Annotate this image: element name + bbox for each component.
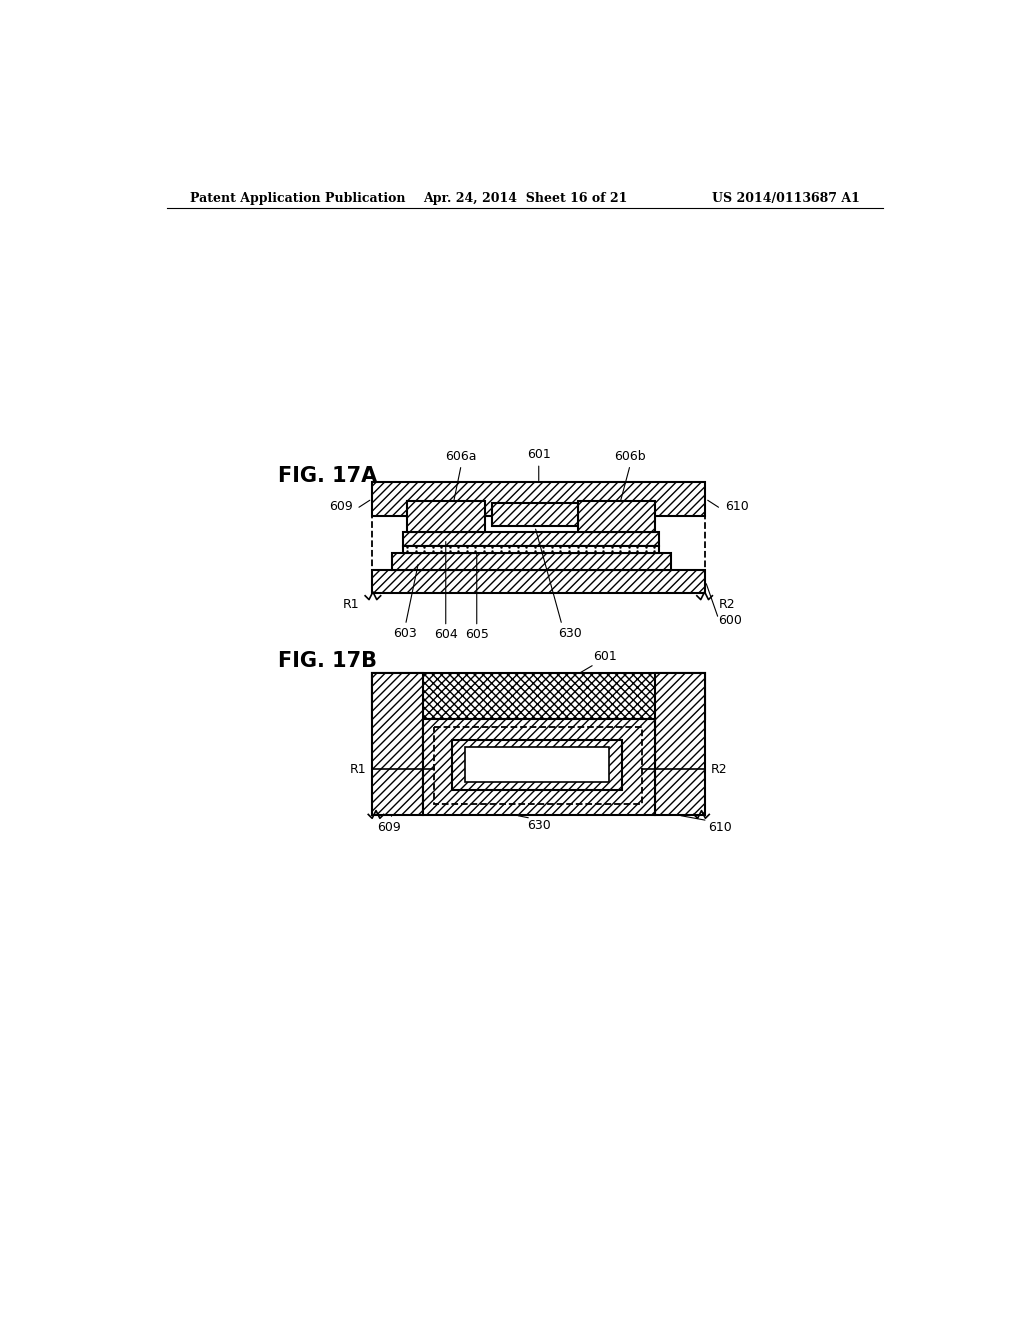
Text: 606a: 606a — [445, 450, 477, 462]
Bar — [493, 503, 578, 527]
Text: 601: 601 — [593, 649, 616, 663]
Bar — [578, 502, 655, 532]
Bar — [578, 502, 655, 532]
Text: Apr. 24, 2014  Sheet 16 of 21: Apr. 24, 2014 Sheet 16 of 21 — [423, 191, 627, 205]
Text: R2: R2 — [719, 598, 735, 611]
Text: 630: 630 — [558, 627, 582, 640]
Bar — [407, 502, 484, 532]
Text: 603: 603 — [393, 627, 417, 640]
Bar — [403, 532, 658, 545]
Bar — [372, 482, 706, 516]
Bar — [372, 673, 706, 719]
Bar — [372, 570, 706, 594]
Text: 630: 630 — [527, 818, 551, 832]
Bar — [423, 719, 655, 816]
Text: 604: 604 — [434, 628, 458, 642]
Bar — [372, 482, 706, 516]
Bar — [391, 553, 671, 570]
Text: US 2014/0113687 A1: US 2014/0113687 A1 — [712, 191, 859, 205]
Text: Patent Application Publication: Patent Application Publication — [190, 191, 406, 205]
Text: 605: 605 — [465, 628, 488, 642]
Text: FIG. 17A: FIG. 17A — [278, 466, 377, 486]
Bar — [407, 502, 484, 532]
Text: 609: 609 — [329, 500, 352, 513]
Bar — [372, 570, 706, 594]
Bar — [403, 532, 658, 545]
Text: R1: R1 — [342, 598, 359, 611]
Bar — [655, 673, 706, 816]
Text: 610: 610 — [708, 821, 731, 834]
Bar — [452, 739, 623, 789]
Bar — [372, 673, 423, 816]
Text: 606b: 606b — [614, 450, 646, 462]
Bar — [372, 673, 423, 816]
Bar — [372, 482, 706, 594]
Bar — [403, 545, 658, 553]
Bar — [465, 747, 608, 781]
Bar — [391, 553, 671, 570]
Bar — [372, 673, 706, 719]
Text: FIG. 17B: FIG. 17B — [278, 651, 377, 671]
Text: 610: 610 — [725, 500, 749, 513]
Text: R1: R1 — [350, 763, 367, 776]
Bar — [423, 719, 655, 816]
Text: 601: 601 — [527, 447, 551, 461]
Bar — [655, 673, 706, 816]
Text: R2: R2 — [711, 763, 727, 776]
Text: 600: 600 — [719, 614, 742, 627]
Bar — [434, 726, 642, 804]
Bar — [493, 503, 578, 527]
Text: 609: 609 — [378, 821, 401, 834]
Bar — [452, 739, 623, 789]
